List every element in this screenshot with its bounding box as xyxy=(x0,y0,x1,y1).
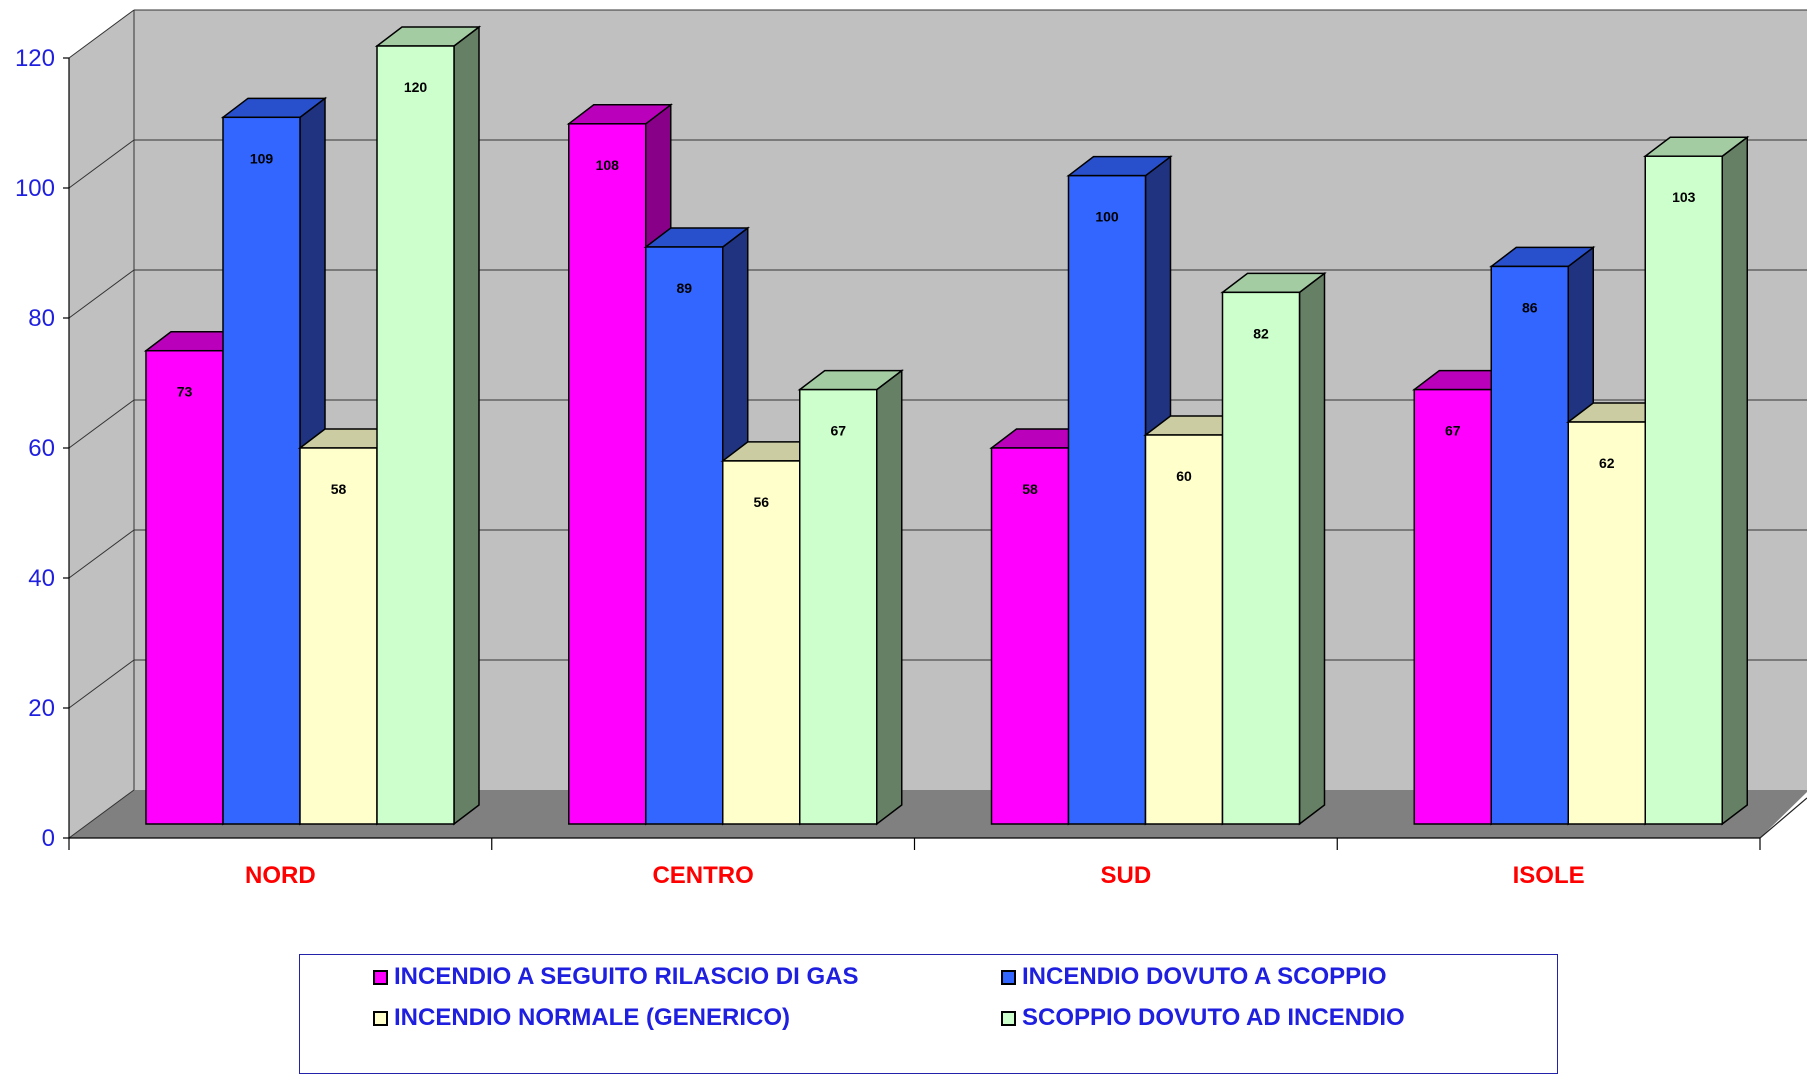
data-label: 67 xyxy=(1445,423,1461,439)
category-label: CENTRO xyxy=(652,862,753,889)
gridline-depth xyxy=(68,399,135,449)
legend-item: SCOPPIO DOVUTO AD INCENDIO xyxy=(1001,1004,1405,1032)
legend-label: SCOPPIO DOVUTO AD INCENDIO xyxy=(1022,1004,1405,1031)
floor xyxy=(69,790,1807,838)
data-label: 86 xyxy=(1522,299,1538,315)
data-label: 58 xyxy=(1022,481,1038,497)
bar xyxy=(1567,421,1646,825)
bar xyxy=(799,388,878,825)
legend-item: INCENDIO DOVUTO A SCOPPIO xyxy=(1001,963,1387,991)
bar-side xyxy=(876,369,903,826)
back-wall xyxy=(69,10,1807,838)
legend-label: INCENDIO NORMALE (GENERICO) xyxy=(394,1004,790,1031)
bar xyxy=(222,116,301,825)
data-label: 89 xyxy=(676,280,692,296)
floor-edge xyxy=(1760,792,1807,838)
gridline-depth xyxy=(68,269,135,319)
legend-item: INCENDIO NORMALE (GENERICO) xyxy=(373,1004,790,1032)
y-tick-label: 80 xyxy=(28,305,55,332)
data-label: 100 xyxy=(1095,209,1119,225)
gridline-depth xyxy=(68,139,135,189)
gridline-depth xyxy=(68,789,135,839)
gridline-depth xyxy=(68,659,135,709)
bar xyxy=(1221,291,1301,825)
bar xyxy=(568,123,647,825)
data-label: 67 xyxy=(830,423,846,439)
data-label: 120 xyxy=(404,79,428,95)
bars xyxy=(143,25,1750,826)
data-label: 56 xyxy=(753,494,769,510)
data-label: 73 xyxy=(177,384,193,400)
gridline-depth xyxy=(68,9,135,59)
bar xyxy=(1644,155,1723,825)
bar-side xyxy=(1721,135,1748,826)
bar-side xyxy=(1298,271,1326,826)
axes xyxy=(63,57,1761,850)
labels: 0 20 40 60 80 100 120 NORD CENTRO SUD ISOLE 73 109 58… xyxy=(15,45,1696,889)
y-tick-label: 60 xyxy=(28,435,55,462)
data-label: 108 xyxy=(596,157,620,173)
y-tick-label: 40 xyxy=(28,565,55,592)
legend-swatch xyxy=(1001,1010,1016,1026)
category-label: NORD xyxy=(245,862,316,889)
bar xyxy=(299,447,378,825)
y-tick-label: 100 xyxy=(15,175,55,202)
bar xyxy=(145,349,224,825)
category-label: SUD xyxy=(1101,862,1152,889)
bar xyxy=(1490,265,1569,825)
bar xyxy=(645,246,724,825)
legend-label: INCENDIO A SEGUITO RILASCIO DI GAS xyxy=(394,963,859,990)
data-label: 60 xyxy=(1176,468,1192,484)
bar xyxy=(1067,174,1147,825)
category-label: ISOLE xyxy=(1513,862,1585,889)
data-label: 103 xyxy=(1672,189,1696,205)
y-tick-label: 0 xyxy=(42,825,55,852)
chart-walls xyxy=(69,10,1807,839)
legend: INCENDIO A SEGUITO RILASCIO DI GAS INCEND… xyxy=(299,954,1558,1074)
legend-label: INCENDIO DOVUTO A SCOPPIO xyxy=(1022,963,1387,990)
y-tick-label: 20 xyxy=(28,695,55,722)
data-label: 109 xyxy=(250,150,274,166)
y-tick-label: 120 xyxy=(15,45,55,72)
legend-swatch xyxy=(373,1010,388,1026)
bar xyxy=(990,447,1070,825)
legend-item: INCENDIO A SEGUITO RILASCIO DI GAS xyxy=(373,963,858,991)
bar xyxy=(722,460,801,825)
legend-swatch xyxy=(373,969,388,985)
bar xyxy=(376,45,455,825)
data-label: 58 xyxy=(331,481,347,497)
data-label: 62 xyxy=(1599,455,1615,471)
gridline-depth xyxy=(68,529,135,579)
legend-swatch xyxy=(1001,969,1016,985)
data-label: 82 xyxy=(1253,325,1269,341)
bar-side xyxy=(453,25,480,826)
bar xyxy=(1413,388,1492,825)
floor-right-edge xyxy=(1759,797,1807,839)
bar xyxy=(1144,434,1224,825)
chart: 0 20 40 60 80 100 120 NORD CENTRO SUD ISOLE 73 109 58… xyxy=(15,9,1807,889)
